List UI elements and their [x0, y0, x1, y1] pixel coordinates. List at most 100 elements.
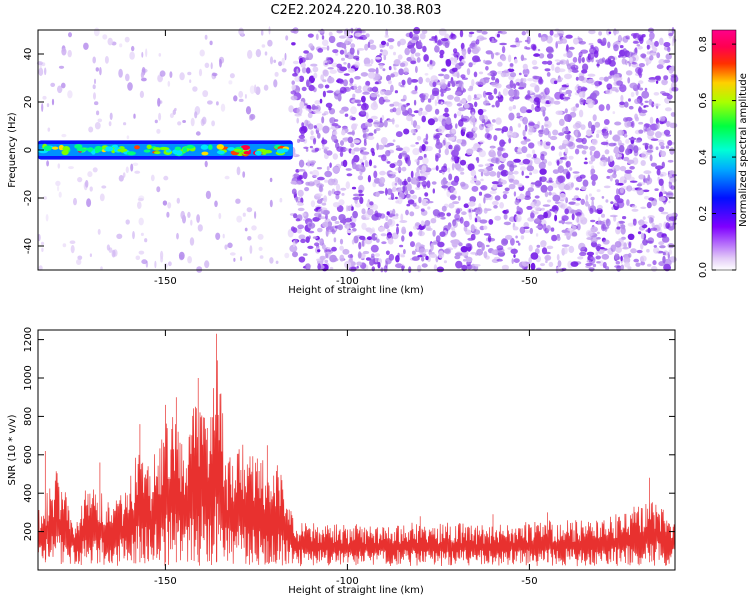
spectrogram-cell: [369, 201, 374, 206]
spectrogram-cell: [500, 169, 509, 177]
spectrogram-cell: [95, 67, 100, 72]
spectrogram-cell: [615, 152, 620, 159]
spectrogram-cell: [324, 62, 328, 66]
spectrogram-cell: [533, 211, 539, 215]
spectrogram-cell: [313, 109, 319, 113]
spectrogram-cell: [434, 45, 440, 53]
x-tick-label: -100: [336, 576, 359, 587]
spectrogram-cell: [105, 146, 112, 150]
spectrogram-cell: [658, 142, 665, 147]
spectrogram-cell: [159, 70, 166, 77]
spectrogram-cell: [616, 221, 620, 227]
spectrogram-cell: [394, 90, 398, 94]
spectrogram-cell: [62, 146, 70, 152]
spectrogram-cell: [393, 51, 396, 56]
spectrogram-cell: [612, 111, 616, 115]
spectrogram-cell: [444, 42, 450, 48]
snr-x-ticks: -150 -100 -50: [154, 330, 538, 587]
spectrogram-cell: [556, 253, 560, 261]
spectrogram-cell: [563, 53, 568, 57]
spectrogram-cell: [447, 82, 451, 87]
spectrogram-cell: [187, 211, 191, 218]
spectrogram-cell: [595, 255, 601, 260]
spectrogram-cell: [423, 54, 429, 62]
spectrogram-cell: [530, 252, 539, 260]
spectrogram-cell: [527, 187, 534, 193]
spectrogram-cell: [515, 214, 522, 223]
spectrogram-cell: [465, 256, 473, 263]
spectrogram-cell: [543, 128, 546, 135]
spectrogram-cell: [140, 232, 144, 236]
spectrogram-cell: [229, 252, 236, 256]
spectrogram-cell: [242, 171, 246, 178]
spectrogram-cell: [354, 99, 362, 104]
spectrogram-cell: [590, 235, 598, 243]
spectrogram-cell: [517, 242, 521, 246]
spectrogram-cell: [588, 160, 593, 165]
spectrogram-cell: [295, 218, 301, 222]
spectrogram-cell: [479, 140, 485, 144]
spectrogram-cell: [454, 255, 461, 260]
spectrogram-cell: [584, 157, 588, 161]
spectrogram-cell: [197, 224, 203, 232]
spectrogram-cell: [296, 107, 303, 115]
spectrogram-cell: [422, 157, 429, 165]
spectrogram-cell: [537, 48, 541, 52]
spectrogram-cell: [379, 117, 383, 123]
spectrogram-cell: [249, 85, 255, 94]
spectrogram-cell: [661, 79, 668, 86]
spectrogram-cell: [87, 147, 94, 153]
spectrogram-cell: [373, 165, 377, 169]
y-tick-label: 1000: [23, 365, 34, 390]
spectrogram-cell: [413, 99, 417, 106]
spectrogram-cell: [324, 251, 331, 259]
spectrogram-cell: [515, 82, 520, 86]
spectrogram-cell: [581, 57, 585, 63]
spectrogram-cell: [434, 99, 438, 107]
spectrogram-cell: [629, 82, 638, 89]
y-tick-label: 40: [23, 48, 34, 61]
spectrogram-cell: [190, 219, 193, 226]
spectrogram-cell: [574, 202, 580, 206]
spectrogram-cell: [88, 126, 94, 133]
spectrogram-cell: [658, 58, 666, 66]
spectrogram-cell: [565, 197, 568, 204]
spectrogram-cell: [449, 194, 457, 201]
spectrogram-cell: [289, 244, 298, 253]
spectrogram-cell: [298, 159, 305, 168]
figure-title: C2E2.2024.220.10.38.R03: [270, 3, 441, 18]
spectrogram-cell: [624, 261, 630, 268]
spectrogram-cell: [648, 99, 653, 106]
spectrogram-cell: [331, 123, 339, 127]
spectrogram-cell: [590, 155, 596, 162]
spectrogram-cell: [459, 29, 464, 38]
spectrogram-cell: [468, 62, 473, 68]
spectrogram-cell: [304, 187, 310, 192]
spectrogram-cell: [655, 165, 664, 170]
spectrogram-cell: [619, 101, 625, 106]
spectrogram-cell: [526, 153, 532, 158]
spectrogram-cell: [435, 153, 441, 159]
spectrogram-cell: [525, 94, 531, 100]
spectrogram-cell: [522, 116, 528, 125]
spectrogram-cell: [361, 222, 367, 230]
spectrogram-cell: [187, 71, 192, 76]
spectrogram-cell: [139, 90, 144, 98]
spectrogram-cell: [624, 120, 631, 128]
spectrogram-cell: [647, 79, 656, 83]
spectrogram-cell: [367, 175, 371, 183]
spectrogram-cell: [408, 231, 413, 237]
spectrogram-cell: [485, 123, 494, 128]
spectrogram-cell: [537, 141, 541, 145]
spectrogram-cell: [339, 66, 347, 72]
spectrogram-cell: [498, 91, 501, 98]
spectrogram-cell: [466, 133, 470, 138]
spectrogram-cell: [488, 149, 496, 158]
spectrogram-cell: [238, 90, 244, 98]
spectrogram-cell: [593, 150, 601, 159]
spectrogram-cell: [336, 29, 343, 34]
spectrogram-cell: [415, 186, 421, 190]
spectrogram-cell: [564, 73, 572, 80]
spectrogram-cell: [367, 71, 376, 79]
spectrogram-cell: [342, 159, 348, 168]
